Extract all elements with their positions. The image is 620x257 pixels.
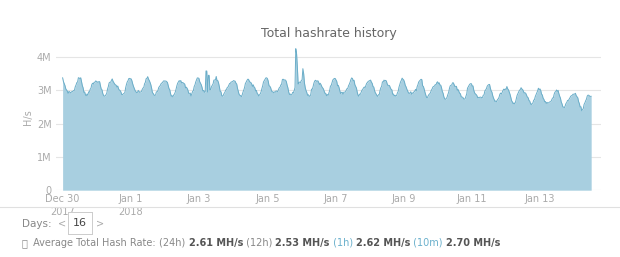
Y-axis label: H/s: H/s xyxy=(23,109,33,125)
Text: Average Total Hash Rate:: Average Total Hash Rate: xyxy=(30,238,159,248)
Text: (24h): (24h) xyxy=(159,238,188,248)
Text: 2.70 MH/s: 2.70 MH/s xyxy=(446,238,500,248)
Text: Days:: Days: xyxy=(22,219,51,228)
Title: Total hashrate history: Total hashrate history xyxy=(261,27,396,40)
Text: 16: 16 xyxy=(73,218,87,228)
Text: (1h): (1h) xyxy=(330,238,356,248)
Text: 2.61 MH/s: 2.61 MH/s xyxy=(188,238,243,248)
Text: <: < xyxy=(58,219,66,228)
Text: (10m): (10m) xyxy=(410,238,446,248)
Text: (12h): (12h) xyxy=(243,238,275,248)
Text: 2.53 MH/s: 2.53 MH/s xyxy=(275,238,330,248)
Text: 2.62 MH/s: 2.62 MH/s xyxy=(356,238,410,248)
Text: ⛏: ⛏ xyxy=(22,238,27,248)
Text: >: > xyxy=(96,219,104,228)
